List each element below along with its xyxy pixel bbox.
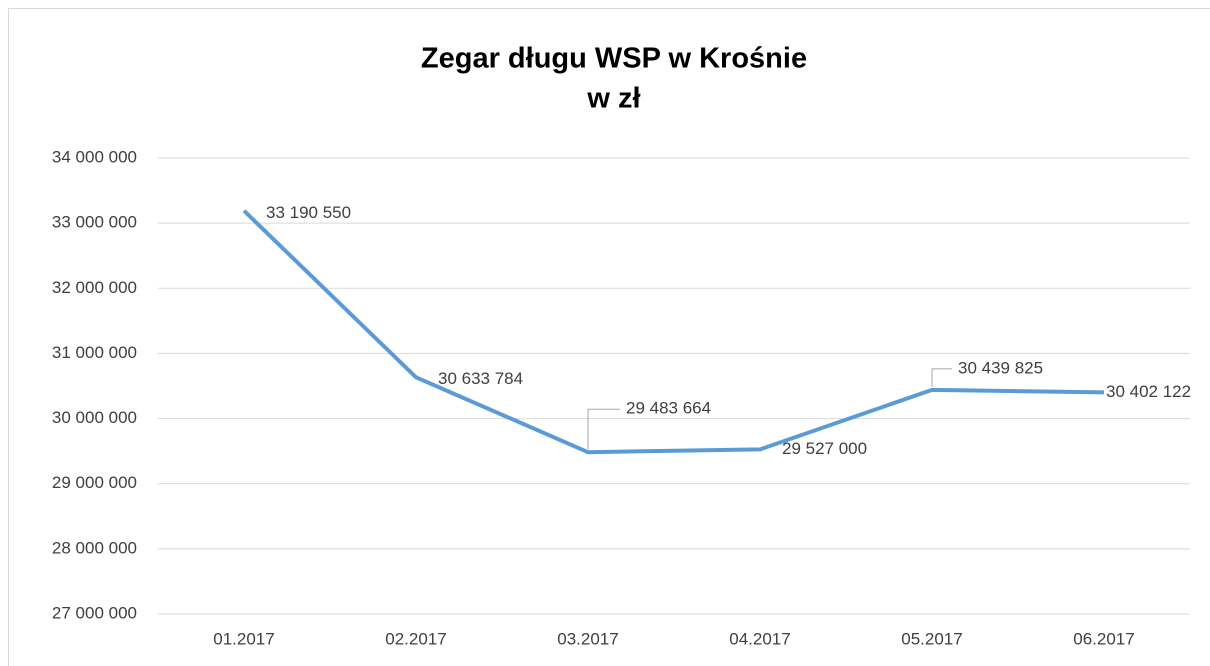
y-tick-label: 30 000 000 <box>52 408 137 427</box>
chart-subtitle: w zł <box>586 83 640 115</box>
x-tick-label: 06.2017 <box>1073 629 1134 648</box>
chart-title: Zegar długu WSP w Krośnie <box>421 43 807 75</box>
y-tick-label: 29 000 000 <box>52 473 137 492</box>
leader-line <box>587 408 620 450</box>
data-label: 29 483 664 <box>626 399 711 418</box>
data-label: 33 190 550 <box>266 203 351 222</box>
data-label: 29 527 000 <box>782 439 867 458</box>
y-tick-label: 27 000 000 <box>52 603 137 622</box>
line-series <box>242 209 1105 455</box>
leader-line <box>931 368 952 387</box>
x-tick-label: 04.2017 <box>729 629 790 648</box>
x-tick-label: 02.2017 <box>385 629 446 648</box>
x-tick-label: 05.2017 <box>901 629 962 648</box>
x-tick-label: 01.2017 <box>213 629 274 648</box>
y-tick-label: 33 000 000 <box>52 213 137 232</box>
y-tick-label: 31 000 000 <box>52 343 137 362</box>
data-label: 30 633 784 <box>438 369 523 388</box>
y-tick-label: 34 000 000 <box>52 147 137 166</box>
data-label: 30 402 122 <box>1106 382 1191 401</box>
chart-frame <box>8 8 1210 666</box>
x-tick-label: 03.2017 <box>557 629 618 648</box>
y-tick-label: 28 000 000 <box>52 538 137 557</box>
data-label: 30 439 825 <box>958 358 1043 377</box>
y-tick-label: 32 000 000 <box>52 278 137 297</box>
